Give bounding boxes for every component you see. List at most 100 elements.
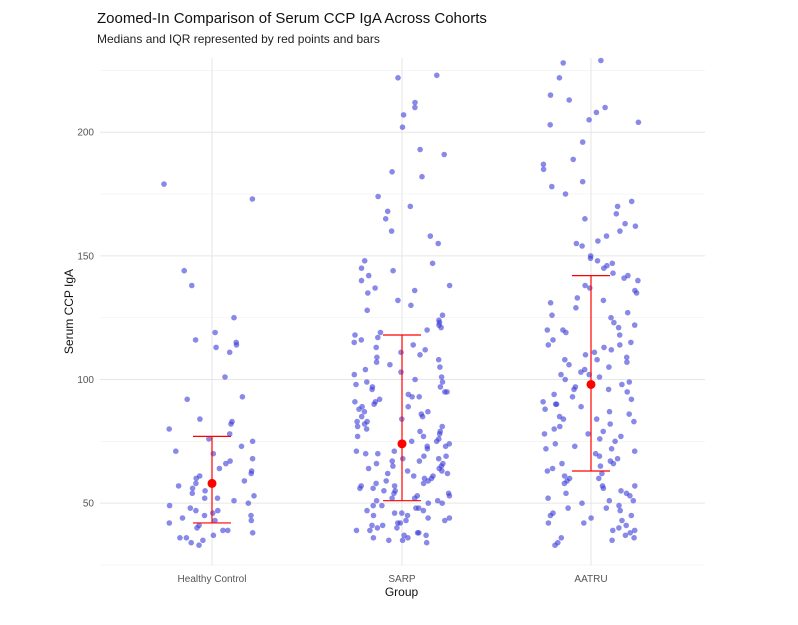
data-point (231, 314, 237, 321)
data-point (424, 327, 430, 333)
data-point (192, 337, 199, 343)
data-point (551, 426, 557, 432)
data-point (579, 500, 585, 507)
data-point (541, 431, 548, 437)
data-point (371, 401, 377, 408)
data-point (441, 151, 448, 158)
data-point (200, 537, 206, 544)
data-point (166, 520, 173, 526)
data-point (403, 517, 409, 524)
data-point (438, 324, 444, 331)
data-point (442, 517, 448, 524)
data-point (617, 507, 623, 514)
data-point (404, 512, 411, 519)
data-point (358, 277, 365, 284)
data-point (364, 379, 370, 385)
data-point (563, 329, 569, 336)
data-point (417, 352, 423, 358)
data-point (626, 379, 633, 385)
data-point (353, 527, 360, 534)
data-point (579, 178, 586, 185)
data-point (622, 220, 628, 227)
data-point (619, 381, 625, 388)
data-point (588, 515, 594, 521)
data-point (602, 104, 608, 111)
data-point (435, 455, 442, 462)
data-point (424, 443, 431, 450)
data-point (425, 500, 432, 507)
data-point (407, 203, 414, 210)
data-point (375, 450, 381, 457)
data-point (233, 342, 240, 348)
data-point (545, 342, 552, 348)
data-point (389, 169, 395, 175)
data-point (434, 497, 441, 504)
data-point (391, 448, 398, 455)
data-point (228, 421, 234, 427)
data-point (616, 332, 623, 338)
data-point (578, 369, 584, 375)
data-point (370, 535, 377, 541)
data-point (553, 401, 560, 408)
data-point (412, 104, 418, 111)
data-point (412, 99, 418, 106)
data-point (410, 473, 417, 479)
data-point (352, 332, 358, 338)
data-point (607, 421, 613, 427)
data-point (376, 396, 383, 403)
data-point (161, 181, 167, 187)
data-point (605, 386, 612, 393)
data-point (220, 527, 226, 534)
data-point (248, 517, 255, 524)
data-point (610, 527, 616, 534)
data-point (365, 290, 371, 296)
data-point (439, 312, 446, 319)
data-point (222, 374, 228, 380)
data-point (566, 97, 572, 103)
data-point (417, 146, 423, 153)
x-tick-label: SARP (388, 574, 416, 585)
data-point (545, 520, 552, 526)
data-point (550, 337, 556, 343)
data-point (547, 300, 554, 306)
data-point (562, 356, 568, 363)
data-point (540, 161, 547, 168)
data-point (364, 418, 370, 425)
data-point (427, 233, 434, 239)
data-point (188, 539, 194, 546)
data-point (609, 260, 616, 267)
data-point (623, 522, 629, 529)
data-point (369, 522, 375, 529)
data-point (375, 334, 381, 341)
data-point (600, 485, 607, 492)
data-point (412, 376, 418, 383)
summary-layer (193, 275, 610, 524)
y-tick-label: 150 (77, 251, 94, 262)
data-point (428, 475, 435, 482)
data-point (606, 497, 613, 504)
data-point (197, 416, 203, 422)
data-point (552, 441, 559, 447)
data-point (549, 183, 555, 190)
data-point (227, 458, 233, 464)
data-point (373, 359, 380, 366)
data-point (633, 290, 640, 296)
data-point (557, 423, 563, 430)
data-point (603, 233, 610, 239)
data-point (618, 433, 624, 440)
data-point (614, 203, 621, 210)
x-tick-label: AATRU (574, 574, 607, 585)
data-point (626, 411, 632, 417)
data-point (416, 394, 423, 400)
grid-layer (100, 58, 705, 566)
data-point (437, 428, 444, 435)
data-point (562, 191, 569, 197)
data-point (623, 354, 630, 361)
data-point (358, 265, 365, 272)
data-point (594, 258, 601, 264)
data-point (423, 532, 429, 539)
median-point (397, 439, 407, 449)
data-point (179, 515, 186, 521)
data-point (189, 485, 196, 492)
data-point (359, 403, 365, 410)
